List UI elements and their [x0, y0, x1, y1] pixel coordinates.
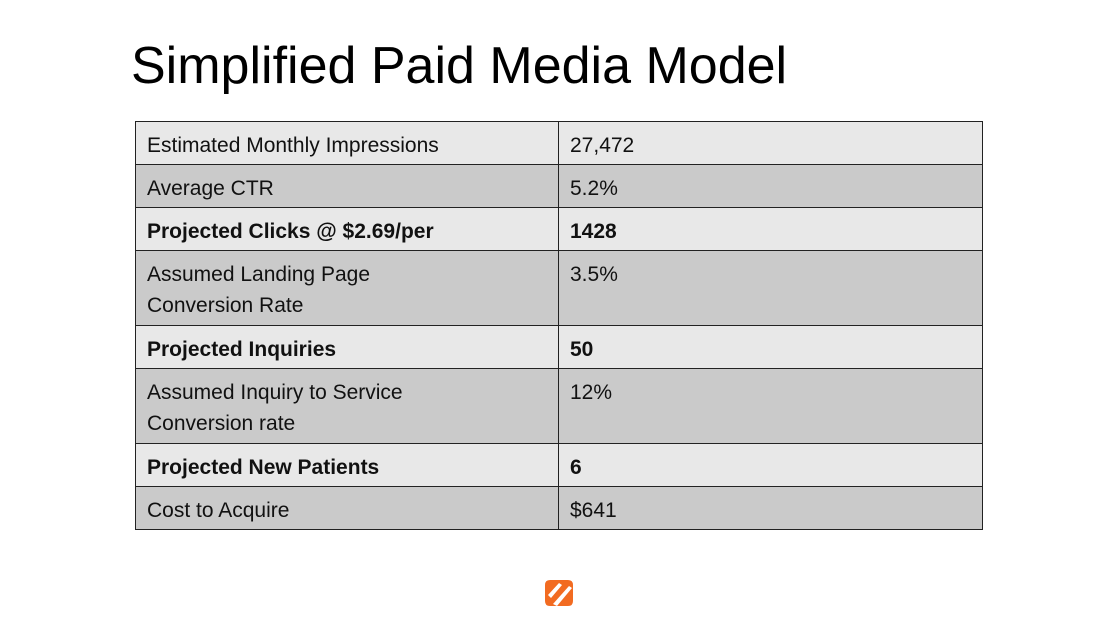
table-row: Assumed Landing Page Conversion Rate 3.5% — [135, 250, 983, 326]
table-row: Assumed Inquiry to Service Conversion ra… — [135, 368, 983, 444]
table-row: Projected Clicks @ $2.69/per 1428 — [135, 207, 983, 251]
value-cell: 5.2% — [558, 164, 983, 208]
value-cell: 12% — [558, 368, 983, 444]
value-cell: 1428 — [558, 207, 983, 251]
label-cell: Assumed Inquiry to Service Conversion ra… — [135, 368, 559, 444]
table-row: Projected Inquiries 50 — [135, 325, 983, 369]
table-row: Average CTR 5.2% — [135, 164, 983, 208]
label-cell: Estimated Monthly Impressions — [135, 121, 559, 165]
value-cell: 6 — [558, 443, 983, 487]
label-cell: Cost to Acquire — [135, 486, 559, 530]
logo — [545, 580, 573, 606]
table-row: Projected New Patients 6 — [135, 443, 983, 487]
value-cell: 3.5% — [558, 250, 983, 326]
label-cell: Projected Inquiries — [135, 325, 559, 369]
label-cell: Projected New Patients — [135, 443, 559, 487]
table-row: Estimated Monthly Impressions 27,472 — [135, 121, 983, 165]
value-cell: $641 — [558, 486, 983, 530]
slide-title: Simplified Paid Media Model — [131, 37, 788, 95]
table-row: Cost to Acquire $641 — [135, 486, 983, 530]
value-cell: 27,472 — [558, 121, 983, 165]
value-cell: 50 — [558, 325, 983, 369]
table-body: Estimated Monthly Impressions 27,472 Avera… — [135, 121, 983, 530]
label-cell: Assumed Landing Page Conversion Rate — [135, 250, 559, 326]
data-table: Estimated Monthly Impressions 27,472 Avera… — [135, 121, 983, 530]
label-cell: Projected Clicks @ $2.69/per — [135, 207, 559, 251]
label-cell: Average CTR — [135, 164, 559, 208]
